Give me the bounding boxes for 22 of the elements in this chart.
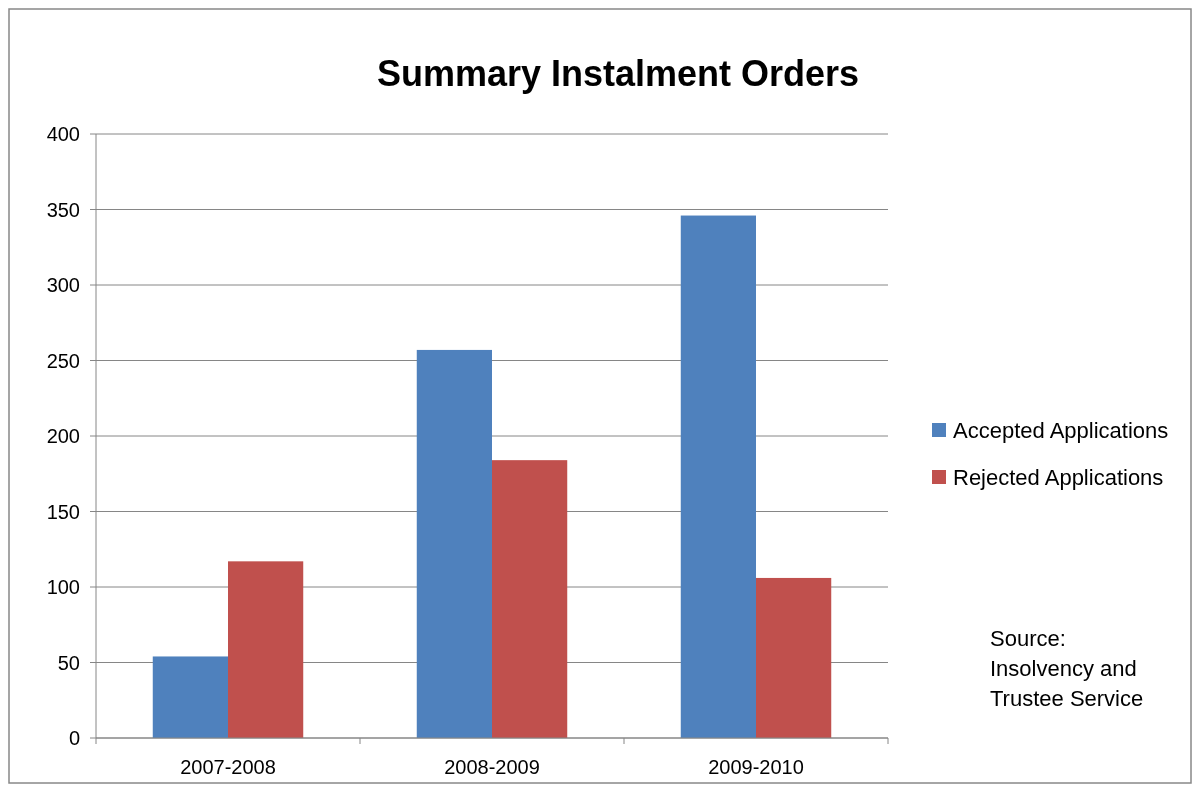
source-note: Source: Insolvency and Trustee Service — [990, 626, 1144, 711]
bar — [228, 561, 304, 738]
y-tick-label: 150 — [46, 500, 80, 523]
y-tick-label: 250 — [46, 349, 80, 372]
y-tick-label: 200 — [46, 425, 80, 447]
y-tick-label: 0 — [68, 727, 80, 749]
legend-label: Accepted Applications — [953, 417, 1169, 443]
x-tick-label: 2009-2010 — [708, 756, 804, 778]
y-tick-label: 400 — [46, 123, 80, 145]
bar — [680, 215, 756, 738]
y-tick-label: 50 — [57, 651, 80, 674]
legend-label: Rejected Applications — [953, 464, 1164, 490]
y-tick-label: 350 — [46, 198, 80, 221]
x-tick-label: 2008-2009 — [444, 756, 540, 778]
bar — [416, 349, 492, 738]
y-tick-label: 300 — [46, 274, 80, 296]
bar — [152, 656, 228, 738]
y-tick-label: 100 — [46, 576, 80, 598]
x-tick-label: 2007-2008 — [180, 756, 276, 778]
bar — [492, 460, 568, 738]
chart-title: Summary Instalment Orders — [376, 53, 860, 94]
bar — [756, 577, 832, 738]
